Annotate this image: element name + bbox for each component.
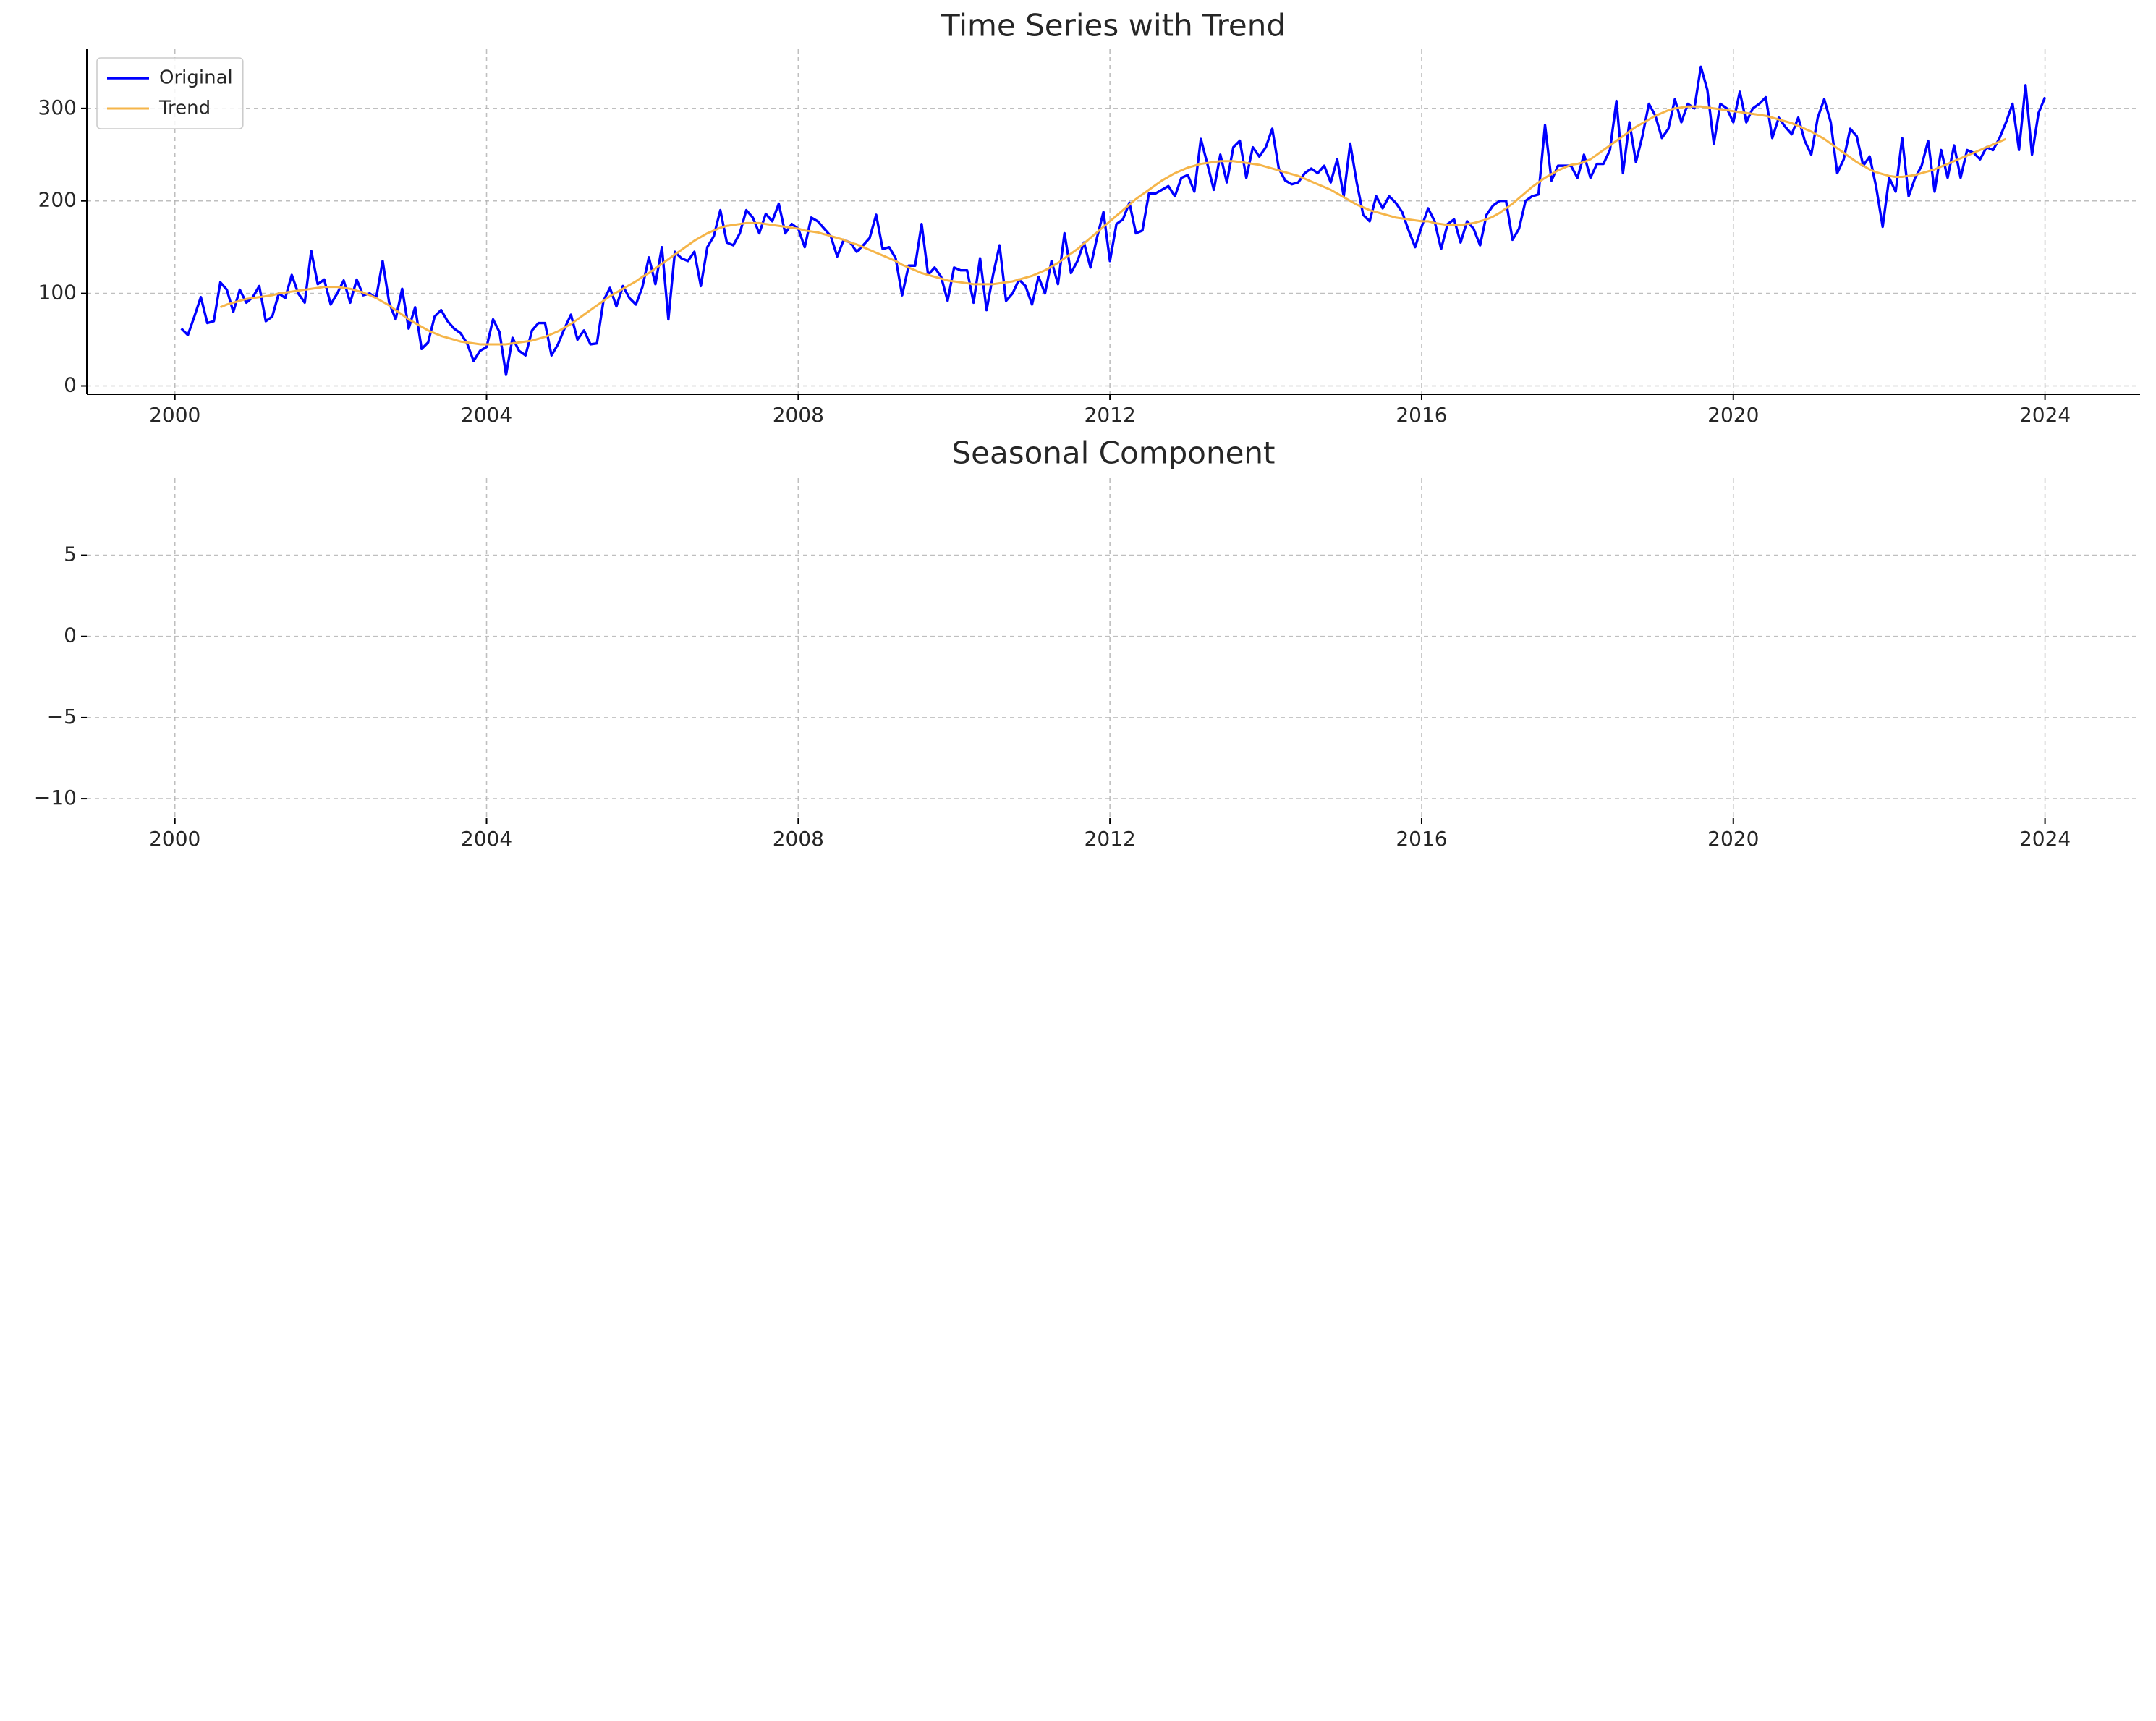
x-tick-label: 2024 xyxy=(2019,403,2071,427)
legend: Original Trend xyxy=(96,57,244,129)
x-tick-label: 2016 xyxy=(1396,827,1447,851)
chart-title: Seasonal Component xyxy=(951,435,1275,471)
y-tick-label: 200 xyxy=(38,188,77,212)
y-tick-label: 100 xyxy=(38,281,77,305)
x-tick-label: 2012 xyxy=(1085,827,1136,851)
y-tick-label: 0 xyxy=(64,624,77,647)
series-line xyxy=(219,105,2007,346)
x-tick-label: 2008 xyxy=(773,827,824,851)
legend-frame xyxy=(96,57,244,129)
x-tick-label: 2020 xyxy=(1707,827,1759,851)
legend-label: Original xyxy=(159,67,233,89)
y-tick-label: −5 xyxy=(47,705,77,728)
x-tick-label: 2000 xyxy=(149,827,200,851)
x-tick-label: 2024 xyxy=(2019,827,2071,851)
y-tick-label: −10 xyxy=(34,786,77,809)
y-tick-label: 5 xyxy=(64,543,77,566)
y-tick-label: 0 xyxy=(64,373,77,396)
chart-title: Time Series with Trend xyxy=(941,8,1286,43)
x-tick-label: 2004 xyxy=(461,403,512,427)
subplot: Seasonal Component 2000 2004 2008 2012 2016 20… xyxy=(34,435,2140,851)
legend-label: Trend xyxy=(158,98,211,119)
x-tick-label: 2012 xyxy=(1085,403,1136,427)
x-tick-label: 2016 xyxy=(1396,403,1447,427)
series-line xyxy=(180,65,2047,376)
x-tick-label: 2008 xyxy=(773,403,824,427)
x-tick-label: 2000 xyxy=(149,403,200,427)
y-tick-label: 300 xyxy=(38,95,77,119)
x-tick-label: 2020 xyxy=(1707,403,1759,427)
x-tick-label: 2004 xyxy=(461,827,512,851)
